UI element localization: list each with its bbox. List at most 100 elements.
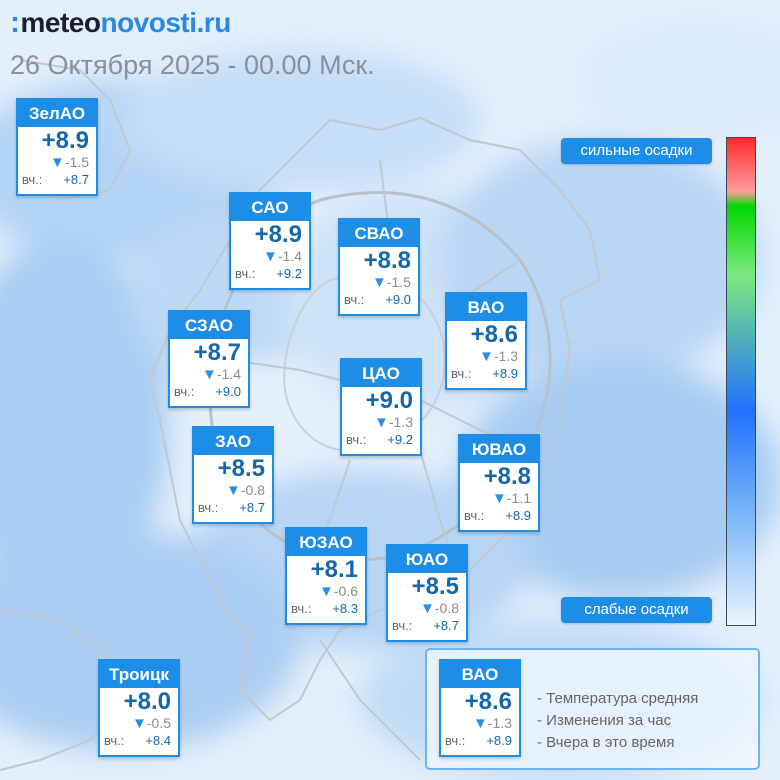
hourly-change: ▼-0.6 <box>287 583 365 600</box>
yesterday-prefix: вч.: <box>22 172 43 187</box>
yesterday-row: вч.: +9.0 <box>340 291 418 309</box>
hourly-change: ▼-1.3 <box>441 715 519 732</box>
district-temperature: +8.0 <box>123 688 171 715</box>
yesterday-prefix: вч.: <box>344 292 365 307</box>
district-name: СВАО <box>340 220 418 247</box>
hourly-change: ▼-1.4 <box>231 248 309 265</box>
yesterday-value: +8.7 <box>63 172 89 187</box>
scale-top-label: сильные осадки <box>561 138 712 164</box>
yesterday-prefix: вч.: <box>104 733 125 748</box>
district-temperature: +8.5 <box>411 573 459 600</box>
yesterday-prefix: вч.: <box>198 500 219 515</box>
hourly-change: ▼-1.3 <box>342 414 420 431</box>
site-logo: :meteonovosti.ru <box>10 6 231 40</box>
down-triangle-icon: ▼ <box>226 482 241 499</box>
precipitation-scale-bar <box>726 137 756 626</box>
hourly-change-value: -1.3 <box>388 414 413 430</box>
district-card-sao: САО +8.9 ▼-1.4 вч.: +9.2 <box>229 192 311 290</box>
yesterday-value: +9.2 <box>276 266 302 281</box>
yesterday-value: +8.7 <box>239 500 265 515</box>
district-card-yuvao: ЮВАО +8.8 ▼-1.1 вч.: +8.9 <box>458 434 540 532</box>
yesterday-prefix: вч.: <box>451 366 472 381</box>
hourly-change-value: -0.8 <box>434 600 459 616</box>
district-name: ЗелАО <box>18 100 96 127</box>
district-name: СЗАО <box>170 312 248 339</box>
down-triangle-icon: ▼ <box>473 715 488 732</box>
district-card-zelao: ЗелАО +8.9 ▼-1.5 вч.: +8.7 <box>16 98 98 196</box>
legend-line-temperature: - Температура средняя <box>537 690 699 707</box>
yesterday-value: +8.7 <box>433 618 459 633</box>
district-card-vao: ВАО +8.6 ▼-1.3 вч.: +8.9 <box>445 292 527 390</box>
down-triangle-icon: ▼ <box>202 366 217 383</box>
down-triangle-icon: ▼ <box>263 248 278 265</box>
hourly-change-value: -1.3 <box>493 348 518 364</box>
logo-text-meteo: meteo <box>20 7 101 38</box>
yesterday-row: вч.: +8.9 <box>447 365 525 383</box>
hourly-change-value: -1.5 <box>64 154 89 170</box>
yesterday-value: +8.9 <box>486 733 512 748</box>
hourly-change: ▼-0.5 <box>100 715 178 732</box>
district-temperature: +9.0 <box>365 387 413 414</box>
yesterday-row: вч.: +8.7 <box>388 617 466 635</box>
yesterday-prefix: вч.: <box>464 508 485 523</box>
district-name: ЮВАО <box>460 436 538 463</box>
district-temperature: +8.8 <box>363 247 411 274</box>
yesterday-row: вч.: +8.7 <box>18 171 96 189</box>
hourly-change-value: -1.4 <box>277 248 302 264</box>
yesterday-row: вч.: +8.9 <box>441 732 519 750</box>
district-name: ЦАО <box>342 360 420 387</box>
district-temperature: +8.1 <box>310 556 358 583</box>
logo-text-novosti: novosti.ru <box>100 7 231 38</box>
hourly-change-value: -1.4 <box>216 366 241 382</box>
yesterday-value: +8.9 <box>492 366 518 381</box>
hourly-change: ▼-0.8 <box>388 600 466 617</box>
yesterday-value: +8.4 <box>145 733 171 748</box>
district-name: САО <box>231 194 309 221</box>
down-triangle-icon: ▼ <box>50 154 65 171</box>
hourly-change: ▼-1.5 <box>340 274 418 291</box>
yesterday-prefix: вч.: <box>235 266 256 281</box>
district-card-cao: ЦАО +9.0 ▼-1.3 вч.: +9.2 <box>340 358 422 456</box>
yesterday-row: вч.: +9.2 <box>231 265 309 283</box>
yesterday-value: +9.2 <box>387 432 413 447</box>
yesterday-row: вч.: +9.2 <box>342 431 420 449</box>
down-triangle-icon: ▼ <box>132 715 147 732</box>
yesterday-row: вч.: +8.7 <box>194 499 272 517</box>
hourly-change-value: -1.1 <box>506 490 531 506</box>
district-card-yuao: ЮАО +8.5 ▼-0.8 вч.: +8.7 <box>386 544 468 642</box>
yesterday-prefix: вч.: <box>445 733 466 748</box>
hourly-change-value: -0.6 <box>333 583 358 599</box>
hourly-change: ▼-0.8 <box>194 482 272 499</box>
down-triangle-icon: ▼ <box>319 583 334 600</box>
down-triangle-icon: ▼ <box>420 600 435 617</box>
district-card-troitsk: Троицк +8.0 ▼-0.5 вч.: +8.4 <box>98 659 180 757</box>
district-temperature: +8.6 <box>470 321 518 348</box>
district-card-svao: СВАО +8.8 ▼-1.5 вч.: +9.0 <box>338 218 420 316</box>
down-triangle-icon: ▼ <box>492 490 507 507</box>
district-card-szao: СЗАО +8.7 ▼-1.4 вч.: +9.0 <box>168 310 250 408</box>
district-card-yuzao: ЮЗАО +8.1 ▼-0.6 вч.: +8.3 <box>285 527 367 625</box>
legend-line-yesterday: - Вчера в это время <box>537 734 675 751</box>
hourly-change-value: -1.5 <box>386 274 411 290</box>
yesterday-value: +9.0 <box>215 384 241 399</box>
date-time-subtitle: 26 Октября 2025 - 00.00 Мск. <box>10 50 375 80</box>
district-name: ЮАО <box>388 546 466 573</box>
district-name: ЗАО <box>194 428 272 455</box>
down-triangle-icon: ▼ <box>479 348 494 365</box>
yesterday-row: вч.: +8.4 <box>100 732 178 750</box>
district-card-zao: ЗАО +8.5 ▼-0.8 вч.: +8.7 <box>192 426 274 524</box>
yesterday-row: вч.: +8.3 <box>287 600 365 618</box>
district-name: ЮЗАО <box>287 529 365 556</box>
district-temperature: +8.9 <box>254 221 302 248</box>
yesterday-row: вч.: +9.0 <box>170 383 248 401</box>
hourly-change-value: -0.8 <box>240 482 265 498</box>
yesterday-prefix: вч.: <box>291 601 312 616</box>
district-name: ВАО <box>447 294 525 321</box>
yesterday-value: +8.9 <box>505 508 531 523</box>
scale-bottom-label: слабые осадки <box>561 597 712 623</box>
district-temperature: +8.5 <box>217 455 265 482</box>
down-triangle-icon: ▼ <box>372 274 387 291</box>
hourly-change: ▼-1.4 <box>170 366 248 383</box>
district-name: Троицк <box>100 661 178 688</box>
